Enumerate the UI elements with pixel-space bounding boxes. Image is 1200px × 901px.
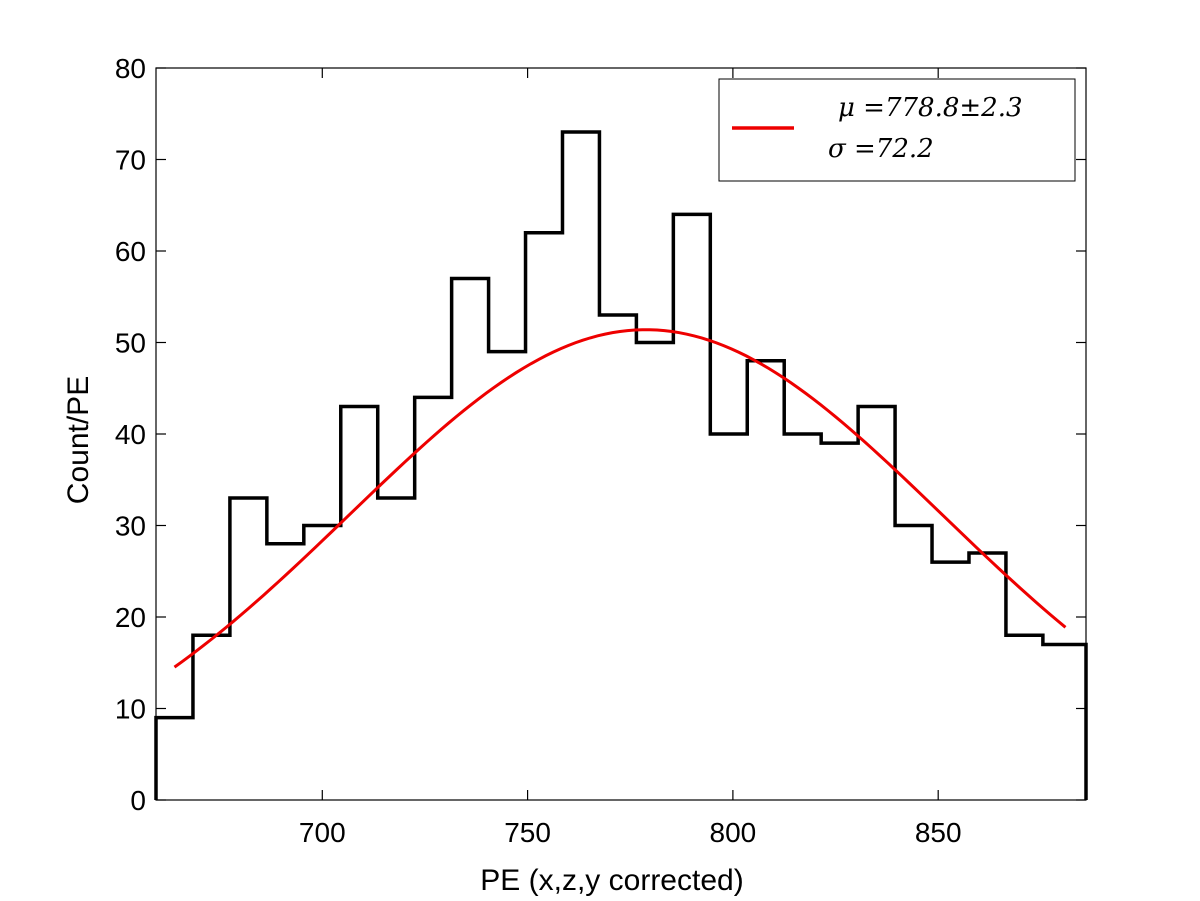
gaussian-fit-curve [173, 328, 1067, 669]
y-tick-label: 20 [115, 602, 146, 633]
y-tick-label: 30 [115, 511, 146, 542]
y-tick-label: 70 [115, 145, 146, 176]
x-tick-label: 800 [710, 817, 757, 848]
legend: μ =778.8±2.3 σ =72.2 [718, 78, 1076, 182]
x-axis-label: PE (x,z,y corrected) [480, 864, 743, 897]
legend-box [718, 78, 1076, 182]
y-tick-label: 10 [115, 694, 146, 725]
x-tick-label: 750 [504, 817, 551, 848]
legend-mu-text: μ =778.8±2.3 [838, 93, 1023, 123]
y-axis-ticks: 0 10 20 30 40 50 60 70 80 [115, 53, 1086, 816]
y-tick-label: 80 [115, 53, 146, 84]
y-tick-label: 40 [115, 419, 146, 450]
x-tick-label: 700 [299, 817, 346, 848]
y-tick-label: 0 [130, 785, 146, 816]
x-axis-ticks: 700 750 800 850 [299, 68, 962, 848]
histogram-outline [154, 130, 1088, 800]
legend-sigma-text: σ =72.2 [828, 134, 934, 164]
y-tick-label: 50 [115, 328, 146, 359]
plot-frame [155, 67, 1087, 801]
plot-background [156, 68, 1086, 800]
x-tick-label: 850 [915, 817, 962, 848]
y-axis-label: Count/PE [62, 376, 95, 504]
y-tick-label: 60 [115, 236, 146, 267]
